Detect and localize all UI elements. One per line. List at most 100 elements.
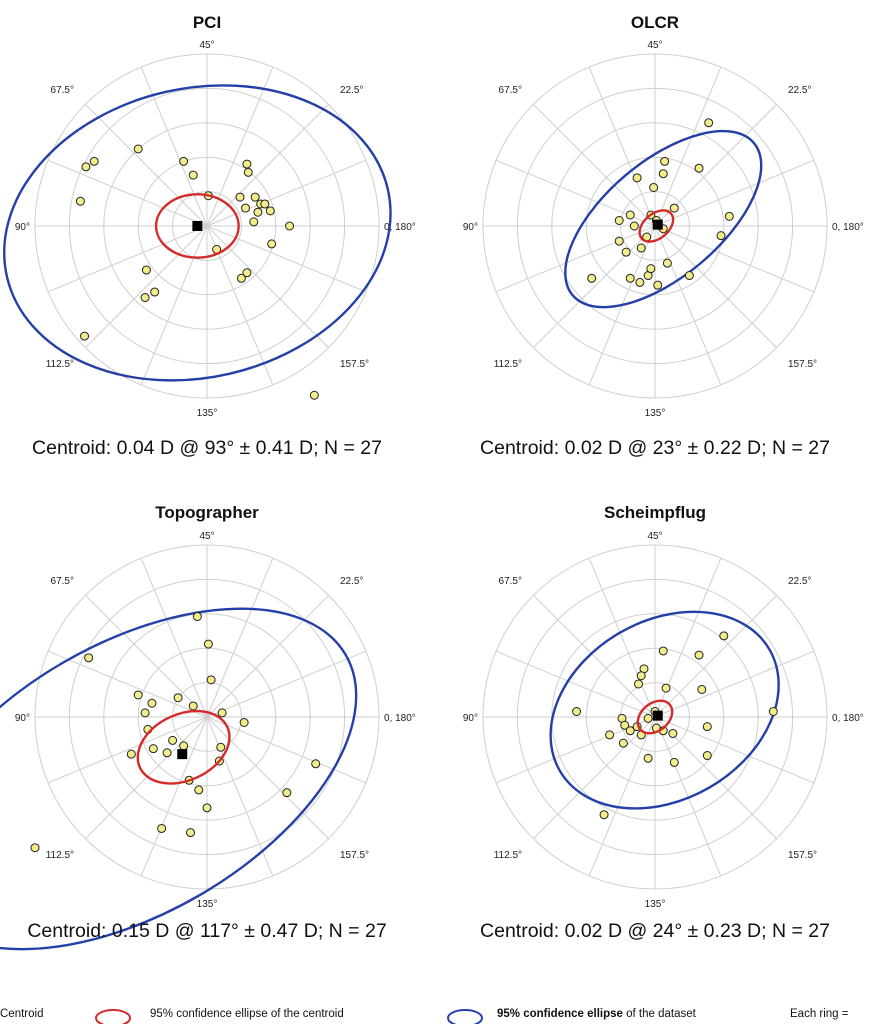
- angle-label: 0, 180°: [832, 713, 864, 724]
- angle-label: 22.5°: [340, 85, 363, 96]
- grid-spoke: [654, 225, 777, 348]
- data-point: [84, 653, 94, 663]
- grid-spoke: [495, 650, 656, 718]
- panel-title: Topographer: [155, 503, 259, 522]
- data-point: [311, 759, 321, 769]
- centroid-marker: [652, 710, 663, 721]
- data-point: [636, 243, 646, 253]
- grid-spoke: [654, 595, 777, 718]
- data-point: [217, 708, 227, 718]
- data-point: [684, 271, 694, 281]
- angle-label: 112.5°: [46, 850, 74, 861]
- data-point: [253, 207, 263, 217]
- centroid-marker: [177, 749, 188, 760]
- data-point: [633, 679, 643, 689]
- data-point: [649, 182, 659, 192]
- data-point: [30, 843, 40, 853]
- dataset-confidence-ellipse: [549, 610, 780, 810]
- data-point: [614, 236, 624, 246]
- data-point: [235, 192, 245, 202]
- panel-caption: Centroid: 0.02 D @ 24° ± 0.23 D; N = 27: [480, 920, 830, 942]
- grid-spoke: [206, 716, 329, 839]
- grid-spoke: [495, 225, 656, 293]
- data-point: [719, 631, 729, 641]
- grid-spoke: [654, 716, 815, 784]
- angle-label: 67.5°: [499, 85, 522, 96]
- data-point: [242, 159, 252, 169]
- legend-dataset-ellipse-bold: 95% confidence ellipse: [497, 1008, 623, 1020]
- data-point: [173, 693, 183, 703]
- grid-spoke: [140, 66, 208, 227]
- grid-spoke: [85, 225, 208, 348]
- grid-spoke: [47, 716, 208, 784]
- centroid-confidence-ellipse: [154, 193, 240, 259]
- data-point: [140, 293, 150, 303]
- data-point: [702, 751, 712, 761]
- data-point: [625, 273, 635, 283]
- data-point: [179, 741, 189, 751]
- data-point: [716, 231, 726, 241]
- data-point: [625, 210, 635, 220]
- grid-spoke: [206, 650, 367, 718]
- angle-label: 112.5°: [46, 359, 74, 370]
- grid-spoke: [47, 650, 208, 718]
- panel-caption: Centroid: 0.04 D @ 93° ± 0.41 D; N = 27: [32, 437, 382, 459]
- data-point: [133, 144, 143, 154]
- data-point: [236, 273, 246, 283]
- data-point: [625, 726, 635, 736]
- legend-dataset-ellipse-rest: of the dataset: [623, 1008, 697, 1020]
- data-point: [185, 828, 195, 838]
- grid-spoke: [533, 716, 656, 839]
- data-point: [620, 720, 630, 730]
- data-point: [632, 173, 642, 183]
- grid-spoke: [588, 716, 656, 877]
- data-point: [669, 757, 679, 767]
- panel-title: Scheimpflug: [604, 503, 706, 522]
- legend-centroid-ellipse-swatch: [95, 1009, 131, 1024]
- legend-centroid-ellipse-label: 95% confidence ellipse of the centroid: [150, 1008, 344, 1020]
- grid-spoke: [140, 716, 208, 877]
- angle-label: 112.5°: [494, 850, 522, 861]
- data-point: [285, 221, 295, 231]
- angle-label: 0, 180°: [832, 222, 864, 233]
- data-point: [188, 701, 198, 711]
- angle-label: 157.5°: [788, 359, 817, 370]
- angle-label: 45°: [199, 40, 214, 51]
- data-point: [662, 258, 672, 268]
- data-point: [206, 675, 216, 685]
- grid-spoke: [47, 159, 208, 227]
- grid-spoke: [588, 66, 656, 227]
- polar-panel-topographer: Topographer 0, 180° 22.5° 45° 67.5° 90° 112.5°…: [0, 503, 416, 951]
- dataset-confidence-ellipse: [3, 84, 392, 382]
- dataset-confidence-ellipse: [564, 129, 763, 309]
- grid-spoke: [533, 104, 656, 227]
- grid-spoke: [206, 225, 367, 293]
- data-point: [147, 698, 157, 708]
- data-point: [599, 810, 609, 820]
- data-point: [162, 748, 172, 758]
- data-point: [587, 273, 597, 283]
- dataset-confidence-ellipse: [0, 607, 358, 951]
- grid-spoke: [654, 159, 815, 227]
- centroid-confidence-ellipse: [636, 699, 674, 735]
- data-point: [635, 277, 645, 287]
- data-point: [572, 706, 582, 716]
- data-point: [260, 199, 270, 209]
- data-point: [250, 192, 260, 202]
- grid-spoke: [140, 557, 208, 718]
- data-point: [614, 215, 624, 225]
- angle-label: 22.5°: [788, 85, 811, 96]
- angle-label: 0, 180°: [384, 222, 416, 233]
- polar-panel-scheimpflug: Scheimpflug 0, 180° 22.5° 45° 67.5° 90° 112.5°…: [463, 503, 864, 942]
- data-point: [646, 264, 656, 274]
- data-point: [148, 744, 158, 754]
- angle-label: 0, 180°: [384, 713, 416, 724]
- angle-label: 90°: [463, 222, 478, 233]
- data-point: [126, 749, 136, 759]
- grid-spoke: [206, 159, 367, 227]
- data-point: [192, 612, 202, 622]
- angle-label: 22.5°: [340, 576, 363, 587]
- grid-spoke: [47, 225, 208, 293]
- grid-spoke: [533, 225, 656, 348]
- data-point: [80, 331, 90, 341]
